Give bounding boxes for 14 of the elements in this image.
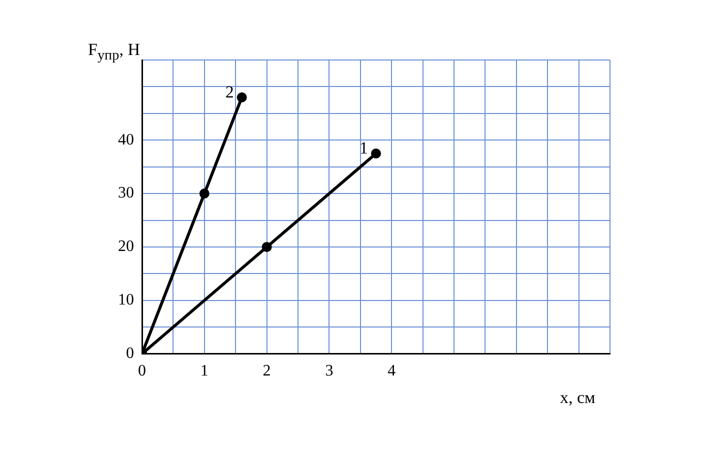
x-tick-label: 0 <box>138 362 146 380</box>
y-tick-label: 30 <box>118 184 134 202</box>
series-label: 2 <box>225 82 234 102</box>
y-tick-label: 0 <box>126 345 134 362</box>
y-tick-label: 20 <box>118 238 134 256</box>
y-tick-label: 10 <box>118 292 134 309</box>
x-tick-label: 2 <box>262 362 271 380</box>
x-tick-label: 4 <box>388 362 396 380</box>
x-tick-label: 3 <box>325 362 334 380</box>
y-axis-title: F$_{упр}$, Н <box>88 40 140 64</box>
series-label: 1 <box>360 138 368 158</box>
x-axis-title: x, см <box>560 388 596 408</box>
y-tick-label: 40 <box>118 131 134 148</box>
x-tick-label: 1 <box>200 362 208 380</box>
